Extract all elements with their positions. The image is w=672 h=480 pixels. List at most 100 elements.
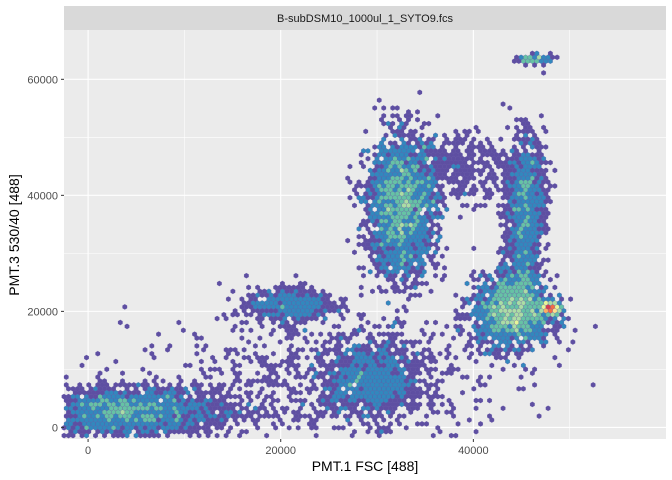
hex-bin [516,128,522,135]
hex-bin [198,405,204,412]
hex-bin [484,284,490,291]
hex-bin [464,280,470,287]
hex-bin [349,432,355,439]
hex-bin [187,393,193,400]
hex-bin [491,350,497,357]
hex-bin [196,425,202,431]
hex-bin [412,276,418,283]
hex-bin [505,187,510,193]
hex-bin [365,319,371,326]
hex-bin [102,401,107,408]
hex-bin [77,421,83,427]
hex-bin [322,339,328,345]
hex-bin [309,315,315,322]
hex-bin [385,230,391,236]
hex-bin [273,308,279,314]
hex-bin [302,319,308,326]
hex-bin [502,339,508,345]
hex-bin [253,405,258,412]
hex-bin [552,167,558,174]
hex-bin [532,327,537,334]
hex-bin [358,292,364,298]
hex-bin [124,432,130,439]
hex-bin [180,428,186,435]
hex-bin [482,202,488,209]
hex-bin [516,136,522,142]
hex-bin [516,339,522,345]
hex-bin [367,269,373,275]
hex-bin [415,179,420,185]
hex-bin [156,401,161,408]
hex-bin [500,405,506,412]
hex-bin [401,358,407,365]
hex-bin [117,382,123,388]
hex-bin [415,202,420,209]
hex-bin [66,393,71,400]
hex-bin [478,296,483,302]
hex-bin [484,159,490,166]
hex-bin [419,421,425,427]
hex-bin [516,292,522,298]
hex-bin [523,54,528,61]
hex-bin [192,417,197,423]
hex-bin [523,187,528,193]
hex-bin [473,358,479,365]
hex-bin [428,179,434,185]
hex-bin [180,327,186,334]
hex-bin [388,218,393,224]
hex-bin [356,265,362,271]
hex-bin [482,350,488,357]
hex-bin [311,288,317,295]
hex-bin [298,382,303,388]
hex-bin [385,245,391,252]
hex-bin [250,378,256,384]
hex-bin [541,296,546,302]
hex-bin [347,179,353,185]
hex-bin [430,401,436,408]
hex-bin [489,191,495,197]
hex-bin [280,304,285,310]
hex-bin [507,300,513,306]
hex-bin [361,265,366,271]
hex-bin [426,393,432,400]
hex-bin [271,405,276,412]
hex-bin [367,339,373,345]
hex-bin [534,175,540,181]
hex-bin [239,405,245,412]
hex-bin [498,300,504,306]
hex-bin [180,397,186,404]
hex-bin [176,428,182,435]
hex-bin [534,261,540,267]
hex-bin [496,350,501,357]
hex-bin [536,413,542,419]
hex-bin [160,409,166,415]
hex-bin [131,405,137,412]
hex-bin [381,222,387,228]
hex-bin [491,179,497,185]
hex-bin [273,362,279,369]
hex-bin [268,331,274,337]
hex-bin [406,226,411,232]
hex-bin [475,167,481,174]
hex-bin [201,417,206,423]
hex-bin [426,136,432,142]
hex-bin [543,144,549,150]
hex-bin [262,343,267,349]
hex-bin [403,167,409,174]
hex-bin [284,304,290,310]
hex-bin [496,187,501,193]
hex-bin [302,327,308,334]
hex-bin [203,374,209,380]
hex-bin [298,389,303,396]
hex-bin [471,292,477,298]
hex-bin [313,432,319,439]
hex-bin [354,347,360,353]
hex-bin [552,354,558,361]
hex-bin [534,50,540,57]
hex-bin [408,159,414,166]
hex-bin [156,425,161,431]
hex-bin [509,280,515,287]
hex-bin [489,167,495,174]
hex-bin [370,257,375,263]
x-tick-label: 20000 [265,445,296,457]
